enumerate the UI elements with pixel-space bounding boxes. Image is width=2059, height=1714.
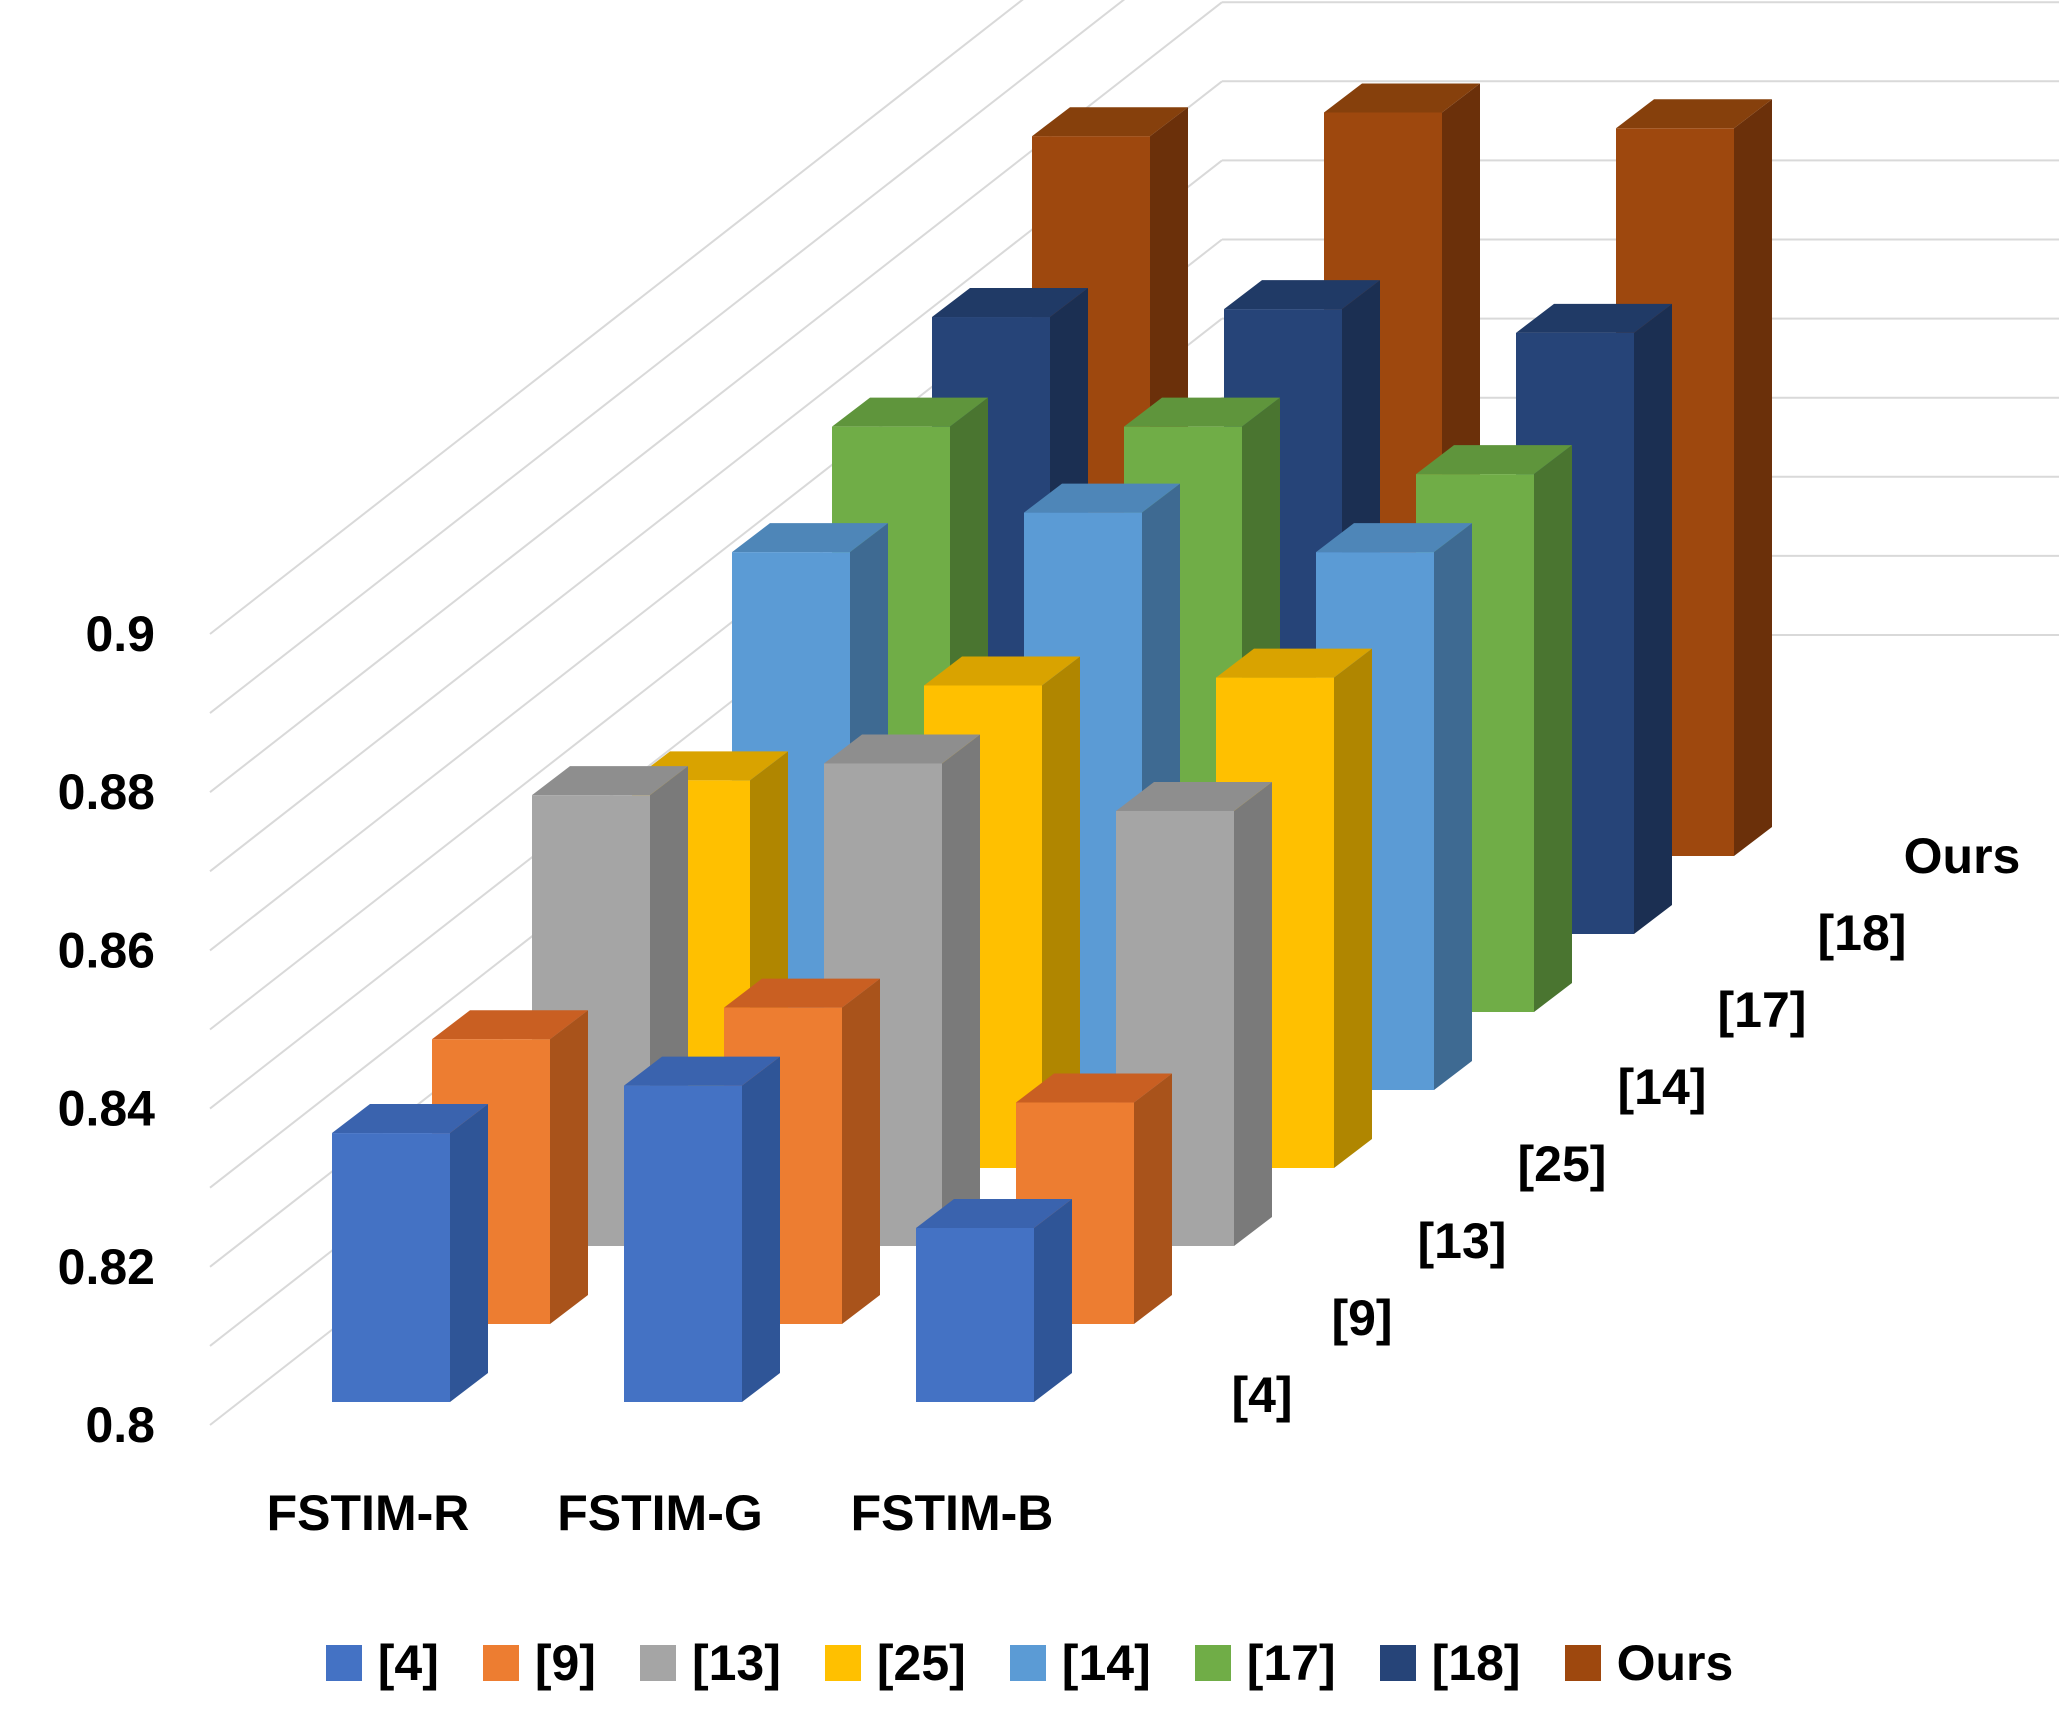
legend-label: [4] — [377, 1635, 439, 1691]
depth-tick-label: [18] — [1818, 905, 1907, 961]
bar-top-face — [532, 766, 688, 796]
bar-side-face — [450, 1104, 488, 1402]
legend-label: Ours — [1616, 1635, 1734, 1691]
legend-swatch — [325, 1645, 362, 1681]
y-tick-label: 0.84 — [58, 1081, 156, 1137]
bar-top-face — [1032, 107, 1188, 137]
bar-top-face — [624, 1056, 780, 1086]
bar-4-FSTIM-B — [916, 1198, 1072, 1402]
bar-top-face — [1124, 397, 1280, 427]
legend-item: [25] — [824, 1635, 966, 1691]
bar-top-face — [832, 397, 988, 427]
y-axis-tick-labels: 0.8 0.82 0.84 0.86 0.88 0.9 — [58, 606, 156, 1453]
bar-top-face — [924, 656, 1080, 686]
bar-top-face — [916, 1198, 1072, 1228]
bar-top-face — [332, 1104, 488, 1134]
gridline-depth — [209, 0, 1024, 635]
legend-item: [13] — [639, 1635, 781, 1691]
bar-4-FSTIM-G — [624, 1056, 780, 1402]
bar-top-face — [1016, 1073, 1172, 1103]
bar-top-face — [1024, 483, 1180, 513]
bar-top-face — [432, 1010, 588, 1040]
gridline-depth — [209, 0, 1126, 714]
legend-item: [18] — [1379, 1635, 1521, 1691]
bar-front-face — [332, 1133, 450, 1402]
y-tick-label: 0.88 — [58, 764, 155, 820]
bar-side-face — [550, 1010, 588, 1324]
legend-swatch — [482, 1645, 519, 1681]
depth-axis-tick-labels: [4] [9] [13][25][14][17][18] Ours — [1231, 828, 2020, 1423]
legend-item: Ours — [1564, 1635, 1734, 1691]
x-axis-tick-labels: FSTIM-R FSTIM-G FSTIM-B — [267, 1485, 1054, 1541]
bar-top-face — [1224, 280, 1380, 310]
depth-tick-label: [4] — [1231, 1367, 1292, 1423]
depth-tick-label: Ours — [1904, 828, 2021, 884]
bar-top-face — [1416, 445, 1572, 475]
bar-side-face — [1042, 656, 1080, 1168]
x-tick-label: FSTIM-B — [851, 1485, 1054, 1541]
bar-side-face — [1334, 648, 1372, 1168]
bar-top-face — [824, 734, 980, 764]
legend-label: [9] — [534, 1635, 596, 1691]
y-tick-label: 0.9 — [85, 606, 155, 662]
legend-swatch — [824, 1645, 861, 1681]
legend-swatch — [1194, 1645, 1231, 1681]
legend-swatch — [1564, 1645, 1601, 1681]
bar-side-face — [1534, 445, 1572, 1012]
x-tick-label: FSTIM-G — [557, 1485, 763, 1541]
bar-top-face — [724, 978, 880, 1008]
depth-tick-label: [9] — [1331, 1290, 1392, 1346]
bar-top-face — [1324, 83, 1480, 113]
legend-item: [14] — [1009, 1635, 1151, 1691]
bar-side-face — [1034, 1198, 1072, 1402]
depth-tick-label: [25] — [1518, 1136, 1607, 1192]
bar-side-face — [1234, 781, 1272, 1246]
bar-top-face — [932, 288, 1088, 318]
bar-side-face — [1634, 303, 1672, 935]
y-tick-label: 0.82 — [58, 1239, 155, 1295]
x-tick-label: FSTIM-R — [267, 1485, 470, 1541]
legend-label: [14] — [1061, 1635, 1151, 1691]
legend-label: [17] — [1246, 1635, 1336, 1691]
bar-group — [332, 83, 1772, 1402]
legend: [4] [9] [13] [25] [14] [17] [18] Ours — [0, 1628, 2059, 1698]
bar-side-face — [1734, 99, 1772, 856]
bar-4-FSTIM-R — [332, 1104, 488, 1402]
bar-top-face — [1316, 523, 1472, 553]
y-tick-label: 0.86 — [58, 922, 155, 978]
bar-top-face — [1616, 99, 1772, 129]
legend-swatch — [1379, 1645, 1416, 1681]
legend-label: [18] — [1431, 1635, 1521, 1691]
bar-side-face — [842, 978, 880, 1324]
legend-swatch — [1009, 1645, 1046, 1681]
bar-side-face — [1134, 1073, 1172, 1324]
bar-top-face — [1516, 303, 1672, 333]
bar-side-face — [742, 1056, 780, 1402]
bar-side-face — [942, 734, 980, 1246]
depth-tick-label: [14] — [1618, 1059, 1707, 1115]
bar-top-face — [1216, 648, 1372, 678]
bar-top-face — [1116, 781, 1272, 811]
legend-item: [9] — [482, 1635, 596, 1691]
bar-front-face — [624, 1085, 742, 1402]
legend-item: [4] — [325, 1635, 439, 1691]
legend-swatch — [639, 1645, 676, 1681]
legend-label: [13] — [691, 1635, 781, 1691]
depth-tick-label: [17] — [1718, 982, 1807, 1038]
bar-top-face — [732, 523, 888, 553]
legend-item: [17] — [1194, 1635, 1336, 1691]
bar-front-face — [916, 1227, 1034, 1402]
bar-side-face — [1434, 523, 1472, 1090]
depth-tick-label: [13] — [1418, 1213, 1507, 1269]
legend-label: [25] — [876, 1635, 966, 1691]
y-tick-label: 0.8 — [85, 1397, 155, 1453]
